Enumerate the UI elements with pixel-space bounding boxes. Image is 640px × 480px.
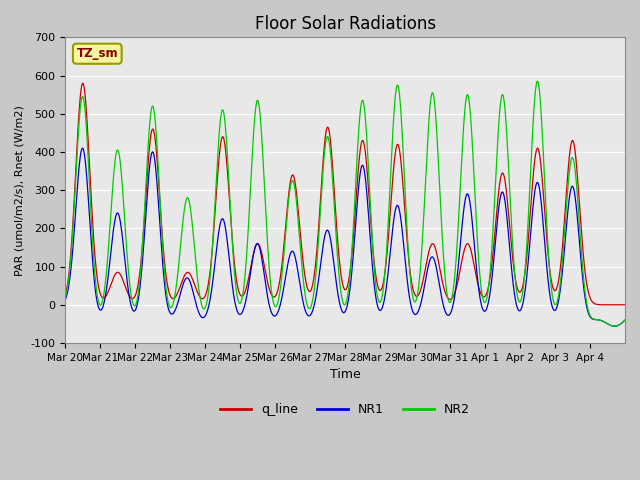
NR2	[149, 103, 157, 109]
q_line	[79, 80, 86, 86]
NR1	[611, 324, 618, 329]
NR1	[621, 317, 629, 323]
Line: NR1: NR1	[65, 148, 625, 326]
Title: Floor Solar Radiations: Floor Solar Radiations	[255, 15, 436, 33]
NR2	[559, 246, 567, 252]
NR1	[321, 236, 328, 242]
q_line	[331, 196, 339, 202]
NR2	[477, 283, 485, 289]
q_line	[614, 302, 622, 308]
Legend: q_line, NR1, NR2: q_line, NR1, NR2	[215, 398, 476, 421]
NR2	[614, 323, 622, 328]
X-axis label: Time: Time	[330, 368, 360, 381]
NR2	[320, 158, 328, 164]
NR1	[61, 297, 69, 302]
NR1	[477, 302, 485, 308]
q_line	[477, 292, 485, 298]
q_line	[621, 302, 629, 308]
NR2	[330, 206, 338, 212]
NR2	[61, 295, 69, 300]
q_line	[559, 232, 567, 238]
NR1	[149, 150, 157, 156]
q_line	[61, 292, 69, 298]
Y-axis label: PAR (umol/m2/s), Rnet (W/m2): PAR (umol/m2/s), Rnet (W/m2)	[15, 105, 25, 276]
NR2	[611, 324, 618, 329]
NR1	[79, 145, 86, 151]
Line: NR2: NR2	[65, 81, 625, 326]
NR1	[559, 258, 567, 264]
NR2	[534, 78, 541, 84]
Text: TZ_sm: TZ_sm	[76, 47, 118, 60]
NR2	[621, 317, 629, 323]
q_line	[149, 126, 157, 132]
Line: q_line: q_line	[65, 83, 625, 305]
q_line	[321, 145, 328, 151]
NR1	[614, 323, 622, 328]
NR1	[331, 268, 339, 274]
